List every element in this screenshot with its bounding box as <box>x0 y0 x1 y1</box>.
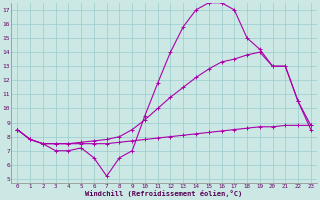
X-axis label: Windchill (Refroidissement éolien,°C): Windchill (Refroidissement éolien,°C) <box>85 190 243 197</box>
